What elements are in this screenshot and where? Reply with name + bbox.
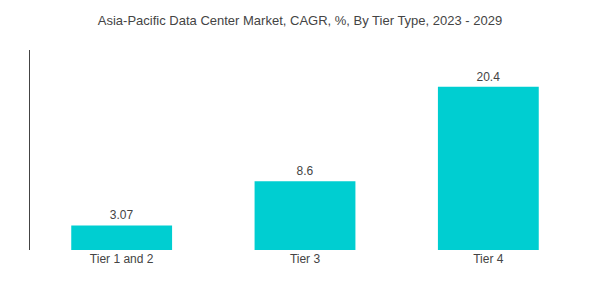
- svg-text:3.07: 3.07: [110, 208, 134, 222]
- svg-text:Tier 3: Tier 3: [290, 252, 321, 266]
- svg-text:Tier 1 and 2: Tier 1 and 2: [90, 252, 154, 266]
- svg-text:8.6: 8.6: [296, 164, 313, 178]
- svg-text:20.4: 20.4: [476, 70, 500, 84]
- svg-text:Tier 4: Tier 4: [473, 252, 504, 266]
- svg-text:Asia-Pacific Data Center Marke: Asia-Pacific Data Center Market, CAGR, %…: [98, 13, 502, 28]
